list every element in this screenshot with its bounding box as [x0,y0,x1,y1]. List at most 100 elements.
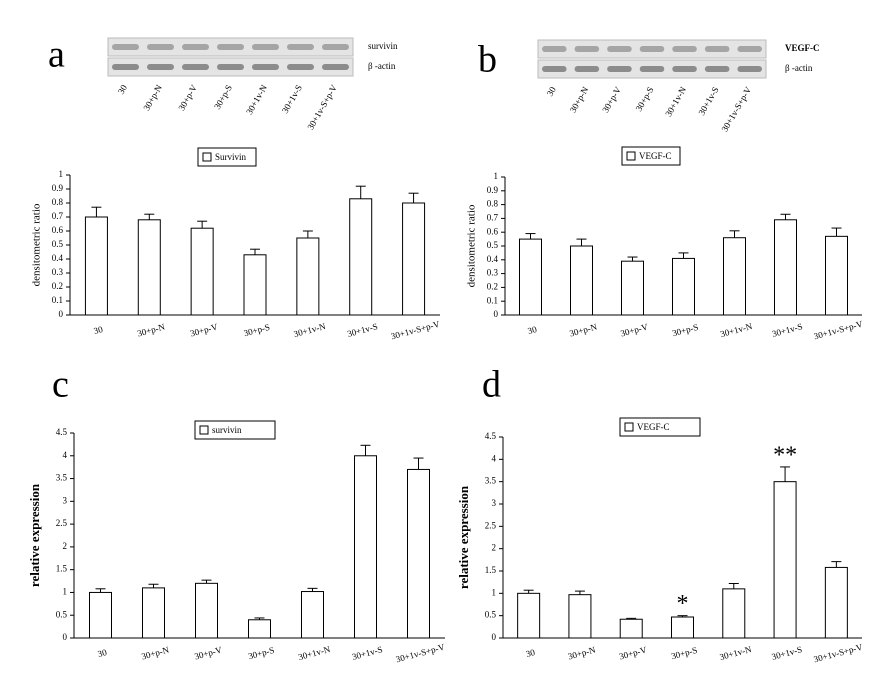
y-tick-label: 4.5 [56,427,68,437]
blot-band [704,46,730,52]
x-tick-label: 30+p-V [193,645,223,662]
blot-band [542,46,567,52]
y-tick-label: 1 [492,587,497,597]
bar [773,481,797,639]
x-tick-label: 30+1v-S [351,644,384,662]
x-tick-label: 30+1v-N [719,321,754,339]
bar [672,257,695,316]
lane-label: 30+1v-N [244,83,269,117]
lane-label: 30+p-N [141,83,164,113]
chart-panel: a survivin β -actin 30 30+p-N 30+p-V 30+p-S 30+… [31,34,442,342]
y-tick-label: 2 [492,543,497,553]
y-tick-label: 3.5 [485,476,497,486]
x-tick-label: 30+p-V [189,322,219,339]
legend-swatch [202,152,212,162]
x-tick-label: 30 [525,647,537,659]
x-tick-label: 30+p-S [670,645,698,662]
blot-band [182,44,209,50]
lane-label: 30 [545,85,558,98]
chart-panel: d VEGF-C 0 0.5 1 1.5 2 2.5 3 3.5 4 4.5 relative expr… [456,364,864,665]
x-tick-label: 30 [527,324,539,336]
blot-label: VEGF-C [785,43,820,53]
bar [407,468,430,639]
blot-band [252,44,279,50]
y-tick-label: 0.8 [52,197,64,207]
legend-swatch [199,425,209,435]
legend-frame [621,146,681,166]
x-tick-label: 30+1v-S [771,321,804,339]
x-tick-label: 30+1v-N [719,644,754,662]
bar [722,588,746,639]
chart-panel: c survivin 0 0.5 1 1.5 2 2.5 3 3.5 4 4.5 relative ex… [27,364,446,665]
x-tick-label: 30+p-V [618,645,648,662]
panel-letter: d [482,364,501,406]
legend-frame [619,417,701,437]
x-tick-label: 30+p-N [136,322,166,339]
blot-band [147,44,174,50]
chart-panel: b VEGF-C β -actin 30 30+p-N 30+p-V 30+p-S 30+1v… [466,39,865,342]
bar [517,592,541,639]
y-tick-label: 0.6 [52,225,64,235]
lane-label: 30+p-S [212,83,234,111]
blot-band [672,46,697,52]
bar [402,202,426,316]
bar [825,235,848,316]
lane-label: 30+p-V [600,85,623,115]
y-tick-label: 0 [494,309,499,319]
blot-band [737,46,762,52]
x-tick-label: 30+1v-S+p-V [813,319,865,342]
lane-label: 30+p-N [568,85,591,115]
y-tick-label: 4 [492,453,497,463]
blot-band [607,46,632,52]
panel-letter: b [478,39,497,81]
bar [84,216,108,316]
blot-band [574,46,600,52]
blot-band [542,66,567,72]
y-tick-label: 0.5 [487,240,499,250]
legend-frame [197,147,257,167]
legend-label: VEGF-C [637,422,670,432]
y-tick-label: 2.5 [485,520,497,530]
blot-band [574,66,600,72]
y-tick-label: 0.8 [487,199,499,209]
significance-mark: * [677,591,689,617]
y-axis-label: relative expression [27,483,42,587]
y-tick-label: 0.5 [56,609,68,619]
blot-label: survivin [368,41,398,51]
blot-band [182,64,209,70]
bar [296,237,320,316]
y-tick-label: 4.5 [485,431,497,441]
y-tick-label: 0.7 [487,212,499,222]
panel-letter: c [52,364,69,406]
bar [195,582,218,639]
blot-band [147,64,174,70]
blot-band [287,44,314,50]
blot-label: β -actin [368,61,396,71]
y-tick-label: 2.5 [56,518,68,528]
y-tick-label: 0.2 [487,281,498,291]
lane-label: 30+1v-S+p-V [719,85,753,134]
y-tick-label: 3.5 [56,473,68,483]
bar [723,237,746,316]
lane-label: 30+1v-S [280,83,304,115]
y-tick-label: 0.4 [52,253,64,263]
blot-band [672,66,697,72]
y-tick-label: 1 [494,171,499,181]
y-tick-label: 0.5 [485,610,497,620]
bar [89,591,112,639]
bar [570,245,593,316]
y-tick-label: 0.1 [52,295,63,305]
legend-frame [194,420,276,440]
legend-label: VEGF-C [639,151,672,161]
y-tick-label: 0 [492,632,497,642]
x-tick-label: 30+p-N [140,645,170,662]
blot-band [217,64,244,70]
bar [354,455,377,639]
y-tick-label: 0.7 [52,211,64,221]
lane-label: 30+p-V [176,83,199,113]
bar [671,616,694,639]
bar [301,591,324,639]
y-axis-label: densitometric ratio [31,203,43,286]
blot-band [322,44,349,50]
y-tick-label: 1 [63,587,68,597]
